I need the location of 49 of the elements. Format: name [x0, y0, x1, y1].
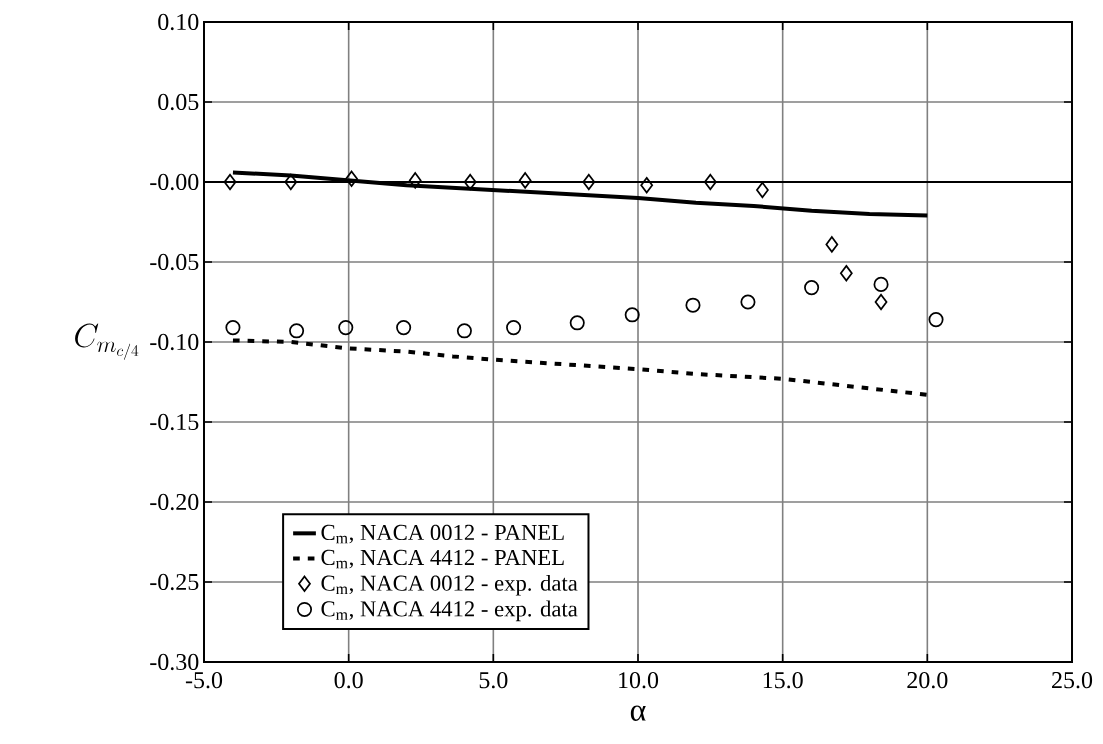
point	[518, 172, 532, 189]
point	[289, 323, 305, 339]
legend-label: C$_{m}$, NACA 4412 - exp. data	[321, 600, 578, 622]
point	[284, 173, 298, 191]
x-tick-label: 15.0	[763, 672, 803, 689]
x-tick-label: 25.0	[1052, 672, 1093, 689]
point	[582, 173, 596, 191]
x-tick-label: 10.0	[619, 672, 659, 689]
y-tick-label: 0.05	[158, 93, 199, 111]
point	[928, 312, 944, 328]
point	[506, 320, 522, 336]
point	[223, 173, 237, 191]
point	[640, 177, 654, 194]
point	[225, 320, 241, 336]
point	[463, 173, 477, 191]
legend-label: C$_{m}$, NACA 0012 - exp. data	[321, 574, 578, 596]
y-tick-label: 0.10	[158, 13, 199, 31]
x-tick-label: 20.0	[907, 672, 948, 689]
y-tick-label: -0.10	[150, 333, 199, 351]
point	[456, 323, 472, 339]
x-tick-label: 0.0	[334, 672, 363, 689]
legend-label: C$_{m}$, NACA 4412 - PANEL	[321, 549, 564, 569]
point	[338, 320, 354, 336]
point	[740, 294, 756, 310]
legend-label: C$_{m}$, NACA 0012 - PANEL	[321, 524, 564, 544]
line-series	[230, 338, 930, 397]
y-tick-label: -0.25	[150, 573, 199, 591]
point	[345, 170, 358, 187]
y-tick-label: -0.20	[150, 493, 199, 511]
x-axis-title: α	[630, 705, 646, 721]
point	[839, 265, 853, 282]
point	[825, 236, 839, 253]
point	[685, 297, 701, 313]
point	[703, 173, 717, 191]
point	[874, 293, 888, 311]
point	[873, 276, 889, 292]
x-tick-label: -5.0	[185, 672, 223, 689]
x-tick-label: 5.0	[479, 672, 508, 689]
point	[408, 172, 422, 189]
y-tick-label: -0.00	[150, 173, 199, 191]
y-axis-title: $C_{m_{c/4}}$	[75, 323, 139, 360]
y-tick-label: -0.05	[150, 253, 199, 271]
point	[756, 181, 769, 199]
y-tick-label: -0.30	[150, 653, 199, 671]
point	[396, 320, 412, 336]
point	[569, 315, 585, 331]
point	[804, 280, 820, 296]
point	[624, 307, 640, 323]
y-tick-label: -0.15	[150, 413, 199, 431]
